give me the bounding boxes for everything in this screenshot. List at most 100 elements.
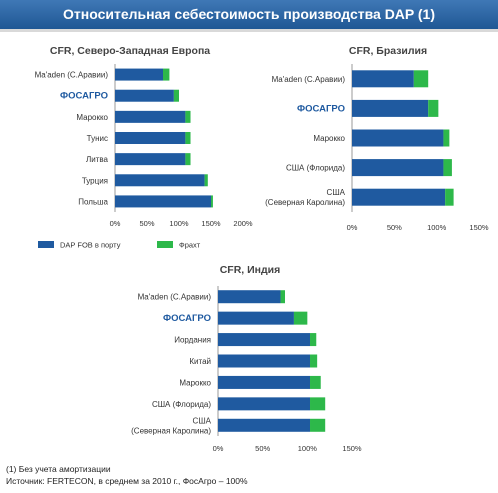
category-label: США (Северная Каролина) (131, 416, 212, 435)
category-label-line: США (327, 188, 346, 197)
bar-freight (443, 159, 452, 177)
category-label: США (Флорида) (152, 400, 211, 409)
bar-dap-fob (218, 333, 311, 347)
legend-swatch-freight (157, 241, 173, 248)
bar-freight (211, 195, 213, 208)
legend-label-dap: DAP FOB в порту (60, 241, 121, 250)
bar-freight (310, 375, 321, 389)
bar-freight (204, 174, 208, 187)
category-label-line: США (193, 416, 212, 425)
category-label: Ma'aden (С.Аравии) (272, 75, 346, 84)
category-label: Иордания (174, 336, 211, 345)
category-label: Ma'aden (С.Аравии) (35, 71, 109, 80)
bar-dap-fob (115, 132, 186, 144)
category-label-line: Турция (82, 176, 108, 185)
chart-title: CFR, Индия (220, 264, 281, 276)
x-tick-label: 0% (347, 223, 358, 232)
category-label-line: Ma'aden (С.Аравии) (138, 293, 212, 302)
x-tick-label: 150% (342, 444, 362, 453)
category-label-line: Литва (86, 155, 109, 164)
category-label: США (Флорида) (286, 164, 345, 173)
bar-freight (185, 110, 191, 123)
x-tick-label: 0% (213, 444, 224, 453)
bar-dap-fob (218, 290, 281, 304)
bar-freight (173, 89, 179, 102)
bar-freight (280, 290, 285, 304)
bar-dap-fob (115, 195, 211, 208)
category-label-line: Ma'aden (С.Аравии) (272, 75, 346, 84)
category-label-line: (Северная Каролина) (265, 198, 345, 207)
category-label: ФОСАГРО (297, 103, 345, 114)
category-label-line: Польша (78, 197, 108, 206)
bar-freight (310, 354, 318, 368)
category-label: Китай (189, 357, 211, 366)
category-label-line: Марокко (313, 134, 345, 143)
category-label-line: Тунис (87, 134, 108, 143)
bar-dap-fob (218, 375, 311, 389)
bar-dap-fob (352, 99, 429, 117)
category-label: Литва (86, 155, 109, 164)
bar-freight (310, 333, 317, 347)
bar-freight (163, 68, 170, 81)
footnotes: (1) Без учета амортизации Источник: FERT… (6, 463, 248, 487)
bar-freight (310, 418, 326, 432)
bar-dap-fob (352, 188, 446, 206)
page-title: Относительная себестоимость производства… (63, 6, 435, 22)
chart-group-2: CFR, Индия Ma'aden (С.Аравии) ФОСАГРО Иорда… (131, 264, 362, 453)
x-tick-label: 100% (169, 219, 189, 228)
category-label-line: ФОСАГРО (163, 313, 211, 324)
bar-dap-fob (115, 110, 186, 123)
x-tick-label: 100% (298, 444, 318, 453)
chart-title: CFR, Северо-Западная Европа (50, 45, 210, 57)
x-tick-label: 0% (110, 219, 121, 228)
footnote-amortization: (1) Без учета амортизации (6, 464, 111, 474)
bar-freight (185, 153, 191, 166)
bar-freight (310, 397, 326, 411)
category-label: Марокко (76, 113, 108, 122)
bar-dap-fob (218, 397, 311, 411)
category-label: Тунис (87, 134, 108, 143)
category-label-line: ФОСАГРО (297, 103, 345, 114)
category-label-line: Марокко (76, 113, 108, 122)
x-tick-label: 150% (469, 223, 489, 232)
bar-dap-fob (115, 174, 205, 187)
chart-group-0: CFR, Северо-Западная Европа Ma'aden (С.Ар… (35, 45, 253, 228)
category-label: Польша (78, 197, 108, 206)
legend-label-freight: Фрахт (179, 241, 201, 250)
bar-dap-fob (352, 70, 414, 88)
category-label-line: ФОСАГРО (60, 91, 108, 102)
x-tick-label: 50% (139, 219, 154, 228)
bar-freight (413, 70, 429, 88)
header-banner: Относительная себестоимость производства… (0, 0, 498, 32)
x-tick-label: 150% (201, 219, 221, 228)
category-label-line: США (Флорида) (286, 164, 345, 173)
x-tick-label: 100% (427, 223, 447, 232)
chart-title: CFR, Бразилия (349, 45, 427, 57)
bar-dap-fob (115, 89, 174, 102)
bar-freight (445, 188, 454, 206)
x-tick-label: 50% (255, 444, 270, 453)
x-tick-label: 50% (387, 223, 402, 232)
legend-swatch-dap (38, 241, 54, 248)
category-label: ФОСАГРО (163, 313, 211, 324)
category-label-line: Ma'aden (С.Аравии) (35, 71, 109, 80)
category-label: Марокко (313, 134, 345, 143)
bar-dap-fob (115, 68, 163, 81)
bar-dap-fob (115, 153, 186, 166)
category-label: Ma'aden (С.Аравии) (138, 293, 212, 302)
category-label: Турция (82, 176, 108, 185)
bar-freight (293, 311, 308, 325)
bar-dap-fob (218, 418, 311, 432)
bar-dap-fob (218, 311, 294, 325)
footnote-source: Источник: FERTECON, в среднем за 2010 г.… (6, 476, 248, 486)
bar-freight (443, 129, 450, 147)
bar-dap-fob (352, 159, 444, 177)
bar-dap-fob (352, 129, 444, 147)
category-label-line: США (Флорида) (152, 400, 211, 409)
x-tick-label: 200% (233, 219, 253, 228)
bar-freight (185, 132, 191, 144)
bar-dap-fob (218, 354, 311, 368)
